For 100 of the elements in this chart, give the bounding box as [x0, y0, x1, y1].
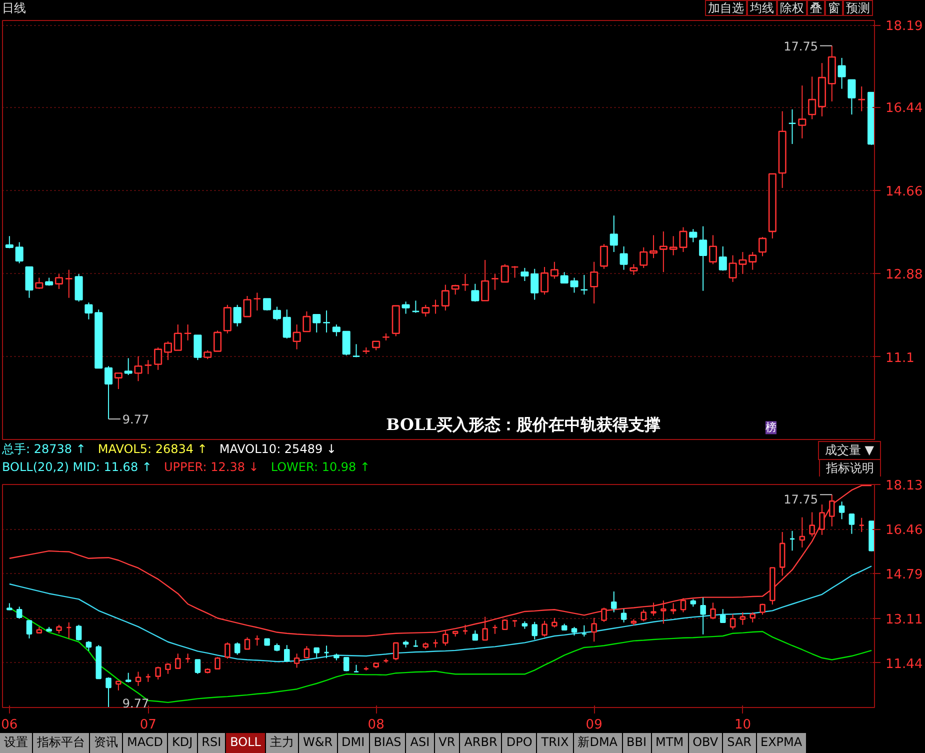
text: BOLL(20,2) MID: 11.68 ↑	[2, 460, 152, 474]
text: 叠	[807, 0, 825, 16]
text: 主力	[266, 733, 298, 753]
candlestick	[601, 607, 607, 622]
text: DMI	[338, 733, 369, 753]
candlestick	[253, 292, 262, 311]
candlestick	[620, 608, 627, 623]
candlestick	[343, 656, 350, 672]
text: RSI	[198, 733, 226, 753]
candlestick	[481, 259, 490, 302]
text: 预测	[843, 0, 873, 16]
text: 窗	[825, 0, 843, 16]
candlestick	[64, 269, 73, 298]
x-tick-label: 06	[1, 718, 18, 732]
candlestick	[134, 356, 142, 382]
y-tick-label: 18.13	[886, 478, 923, 494]
text: 均线	[747, 0, 777, 16]
candlestick	[223, 304, 232, 334]
candlestick	[244, 636, 250, 650]
y-tick-label: 11.44	[886, 656, 923, 672]
candlestick	[532, 621, 538, 640]
candlestick	[322, 310, 331, 333]
candlestick	[858, 86, 866, 112]
candlestick	[135, 671, 142, 686]
candlestick	[54, 273, 63, 290]
candlestick	[164, 340, 172, 361]
candlestick	[590, 261, 598, 304]
text: BIAS	[370, 733, 406, 753]
text: BBI	[622, 733, 651, 753]
candlestick	[660, 600, 666, 624]
line-series	[8, 566, 872, 662]
candlestick	[144, 360, 152, 375]
candlestick	[758, 236, 767, 257]
candlestick	[550, 261, 558, 280]
y-tick-label: 11.1	[886, 350, 914, 366]
candlestick	[540, 266, 549, 296]
text: 日线	[2, 0, 26, 17]
candlestick	[591, 617, 597, 642]
candlestick	[650, 602, 656, 616]
candlestick	[809, 512, 815, 538]
candlestick	[471, 283, 480, 302]
candlestick	[730, 614, 736, 630]
candlestick	[502, 618, 508, 630]
x-tick-label: 10	[734, 718, 751, 732]
candlestick	[402, 301, 410, 314]
candlestick	[175, 653, 181, 669]
y-tick-label: 16.46	[886, 523, 923, 538]
candlestick	[620, 246, 628, 270]
candlestick	[74, 273, 83, 302]
candlestick	[294, 653, 300, 668]
text: VR	[434, 733, 460, 753]
candlestick	[848, 79, 856, 116]
text: 指标平台	[33, 733, 89, 753]
candlestick	[600, 244, 608, 270]
candlestick	[819, 504, 825, 536]
candlestick	[700, 597, 706, 635]
candlestick	[640, 609, 646, 622]
candlestick	[670, 602, 676, 615]
candlestick	[154, 346, 162, 370]
candlestick	[314, 647, 320, 659]
candlestick	[214, 656, 220, 670]
y-tick-label: 12.88	[886, 268, 923, 283]
text: DPO	[502, 733, 536, 753]
x-tick-label: 07	[140, 718, 156, 732]
candlestick	[779, 531, 786, 576]
candlestick	[659, 230, 668, 273]
text: 成交量 ▼	[818, 441, 881, 460]
candlestick	[263, 298, 272, 311]
candlestick	[233, 304, 242, 327]
text: UPPER: 12.38 ↓	[164, 460, 259, 474]
candlestick	[500, 264, 509, 283]
text: 资讯	[90, 733, 122, 753]
text: LOWER: 10.98 ↑	[270, 460, 370, 474]
candlestick	[124, 358, 132, 376]
candlestick	[422, 304, 430, 318]
candlestick	[829, 494, 835, 527]
candlestick	[106, 676, 112, 708]
candlestick	[165, 662, 171, 674]
candlestick	[650, 234, 658, 259]
candlestick	[35, 277, 44, 290]
text: W&R	[298, 733, 337, 753]
candlestick	[25, 266, 34, 298]
candlestick	[441, 284, 450, 311]
annotation: 9.77	[122, 696, 150, 710]
candlestick	[689, 228, 698, 243]
candlestick	[15, 242, 24, 264]
candlestick	[760, 603, 766, 616]
candlestick	[342, 330, 350, 356]
candlestick	[5, 236, 14, 249]
text: KDJ	[168, 733, 197, 753]
candlestick	[26, 620, 32, 639]
candlestick	[104, 366, 113, 420]
text: MACD	[123, 733, 167, 753]
candlestick	[748, 252, 757, 270]
candlestick	[432, 299, 440, 314]
candlestick	[710, 602, 716, 620]
candlestick	[520, 267, 529, 282]
text: 指标说明	[819, 459, 881, 478]
text: MAVOL5: 26834 ↑	[98, 442, 208, 456]
text: 除权	[777, 0, 807, 16]
